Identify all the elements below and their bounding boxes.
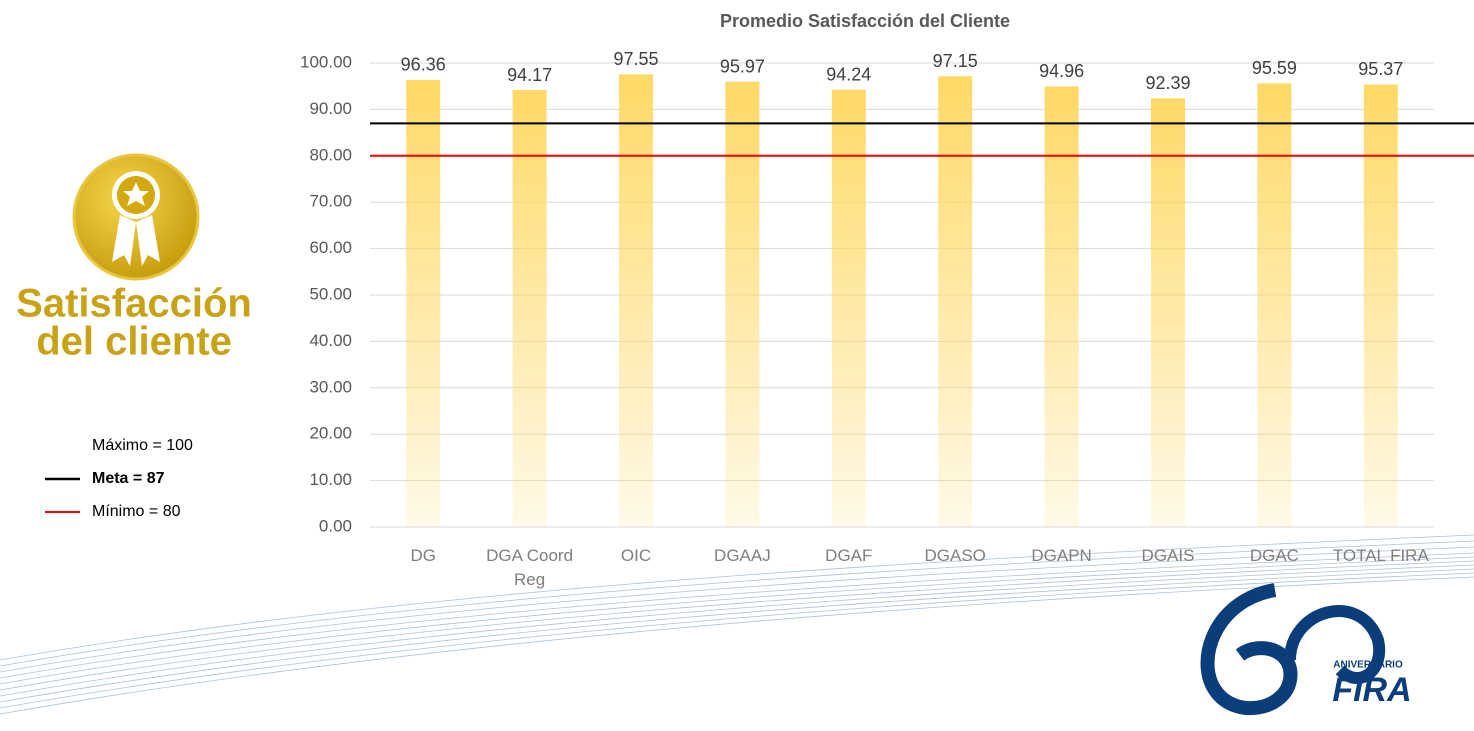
badge-title: Satisfacción (16, 282, 252, 326)
x-tick-label: DGA Coord Reg (486, 546, 574, 589)
logo: ANIVERSARIO FIRA (1200, 583, 1412, 715)
x-tick-label: DGAF (825, 546, 873, 565)
value-label: 96.36 (401, 55, 446, 75)
bar (406, 79, 441, 528)
bar (619, 74, 653, 528)
bar (1257, 83, 1292, 527)
y-tick-label: 80.00 (309, 145, 352, 164)
y-tick-label: 90.00 (309, 99, 352, 118)
x-tick-label: DG (410, 546, 436, 565)
y-tick-label: 30.00 (309, 377, 352, 396)
value-label: 95.97 (720, 56, 765, 76)
chart-title: Promedio Satisfacción del Cliente (720, 11, 1010, 31)
bar (512, 90, 547, 527)
badge-title: del cliente (36, 320, 232, 364)
value-label: 94.17 (507, 65, 552, 85)
y-tick-label: 40.00 (309, 331, 352, 350)
x-tick-label: DGAIS (1141, 546, 1195, 565)
x-tick-label: DGASO (924, 546, 986, 565)
bar (938, 76, 973, 527)
value-label: 95.37 (1358, 59, 1403, 79)
y-tick-label: 10.00 (309, 470, 352, 489)
legend-label: Meta = 87 (92, 470, 165, 487)
bar (1151, 98, 1185, 528)
y-tick-label: 0.00 (319, 516, 352, 535)
x-tick-label: DGAPN (1031, 546, 1092, 565)
y-tick-label: 60.00 (309, 238, 352, 257)
y-tick-label: 20.00 (309, 424, 352, 443)
x-tick-label: TOTAL FIRA (1332, 546, 1429, 565)
legend-label: Mínimo = 80 (92, 503, 181, 520)
y-tick-label: 100.00 (300, 52, 352, 71)
bar (725, 81, 760, 527)
value-label: 95.59 (1252, 58, 1297, 78)
value-label: 97.15 (933, 51, 978, 71)
logo-name: FIRA (1332, 671, 1411, 709)
x-tick-label: DGAC (1249, 546, 1299, 565)
y-tick-label: 70.00 (309, 192, 352, 211)
value-label: 92.39 (1145, 73, 1190, 93)
x-tick-label: OIC (620, 546, 652, 565)
bar (831, 89, 866, 527)
value-label: 94.96 (1039, 61, 1084, 81)
badge-icon (72, 153, 200, 281)
value-label: 94.24 (826, 64, 871, 84)
y-tick-label: 50.00 (309, 284, 352, 303)
x-tick-label: DGAAJ (714, 546, 771, 565)
value-label: 97.55 (613, 49, 658, 69)
logo-caption: ANIVERSARIO (1333, 660, 1403, 671)
bar (1044, 86, 1079, 528)
legend-label: Máximo = 100 (92, 437, 193, 454)
swoosh (0, 534, 1474, 715)
bar (1363, 84, 1398, 527)
